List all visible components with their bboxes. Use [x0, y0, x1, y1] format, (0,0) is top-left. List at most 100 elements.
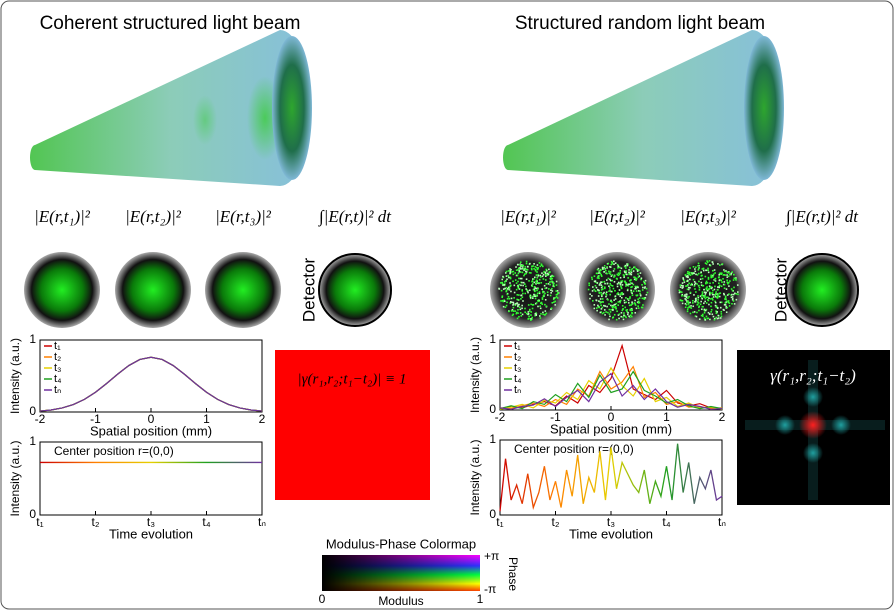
speckle [617, 292, 619, 294]
speckle [691, 283, 693, 286]
speckle [512, 303, 515, 305]
speckle [619, 276, 622, 279]
speckle [613, 268, 616, 270]
speckle [589, 293, 591, 296]
speckle [710, 287, 713, 290]
speckle [732, 300, 735, 302]
speckle [593, 288, 595, 291]
formula: |E(r,t₁)|² [34, 207, 91, 226]
speckle [630, 291, 633, 294]
speckle [611, 261, 614, 264]
speckle [684, 295, 686, 298]
speckle [632, 283, 635, 286]
speckle [601, 285, 604, 288]
speckle [623, 314, 625, 317]
speckle [707, 317, 709, 320]
speckle [532, 297, 534, 299]
speckle [625, 267, 627, 269]
speckle [589, 297, 591, 300]
speckle [621, 280, 624, 282]
speckle [702, 267, 705, 270]
speckle [636, 294, 639, 297]
speckle [608, 287, 611, 289]
speckle [612, 270, 615, 272]
speckle [710, 308, 713, 311]
speckle [539, 305, 541, 307]
speckle [534, 297, 537, 300]
speckle [524, 266, 527, 268]
speckle [624, 281, 627, 284]
speckle [707, 311, 710, 314]
speckle [600, 286, 603, 289]
speckle [529, 262, 531, 265]
speckle [608, 285, 610, 288]
speckle [525, 278, 528, 281]
speckle [636, 270, 639, 273]
speckle [507, 270, 510, 272]
speckle [730, 288, 733, 290]
x-tick-label: tₙ [258, 515, 266, 529]
speckle [694, 288, 696, 290]
speckle [539, 317, 542, 319]
speckle [556, 297, 559, 299]
coherence-map [275, 350, 430, 500]
speckle [634, 299, 636, 302]
speckle [637, 305, 639, 307]
speckle [619, 270, 622, 272]
speckle [536, 289, 538, 292]
speckle [611, 304, 614, 307]
speckle [705, 280, 708, 283]
speckle [714, 272, 716, 274]
speckle [597, 276, 600, 278]
speckle [728, 305, 731, 307]
speckle [714, 301, 717, 304]
speckle [643, 298, 646, 301]
speckle [547, 288, 550, 290]
speckle [600, 308, 603, 310]
speckle [525, 268, 528, 271]
speckle [710, 301, 713, 304]
speckle [730, 273, 732, 276]
speckle [637, 307, 640, 309]
legend-label: t₂ [54, 351, 61, 363]
speckle [713, 288, 716, 291]
speckle [599, 298, 602, 300]
speckle [619, 301, 621, 304]
speckle [642, 280, 645, 283]
speckle [535, 314, 538, 316]
speckle [522, 284, 524, 287]
speckle [715, 291, 717, 293]
speckle [623, 276, 625, 279]
speckle [541, 288, 544, 291]
speckle [682, 277, 684, 279]
speckle [620, 287, 623, 290]
speckle [626, 263, 628, 265]
panel-title: Coherent structured light beam [40, 13, 301, 34]
speckle [605, 311, 607, 313]
speckle [712, 274, 714, 277]
speckle [711, 297, 714, 300]
speckle [731, 293, 733, 296]
speckle [708, 292, 711, 295]
speckle [720, 279, 723, 282]
speckle [503, 300, 506, 303]
speckle [514, 310, 516, 312]
speckle [719, 264, 721, 266]
speckle [518, 277, 520, 280]
speckle [536, 294, 538, 297]
speckle [698, 286, 701, 289]
speckle [520, 315, 523, 317]
coherence-label: γ(r₁,r₂;t₁−t₂) [770, 366, 856, 385]
speckle [623, 312, 625, 314]
speckle [529, 308, 531, 311]
speckle [542, 311, 544, 314]
speckle [535, 280, 537, 283]
speckle [501, 295, 504, 297]
speckle [610, 279, 612, 282]
beam-right [503, 30, 784, 186]
speckle [609, 289, 611, 291]
speckle [617, 314, 620, 316]
speckle [545, 312, 548, 315]
speckle [715, 305, 718, 307]
